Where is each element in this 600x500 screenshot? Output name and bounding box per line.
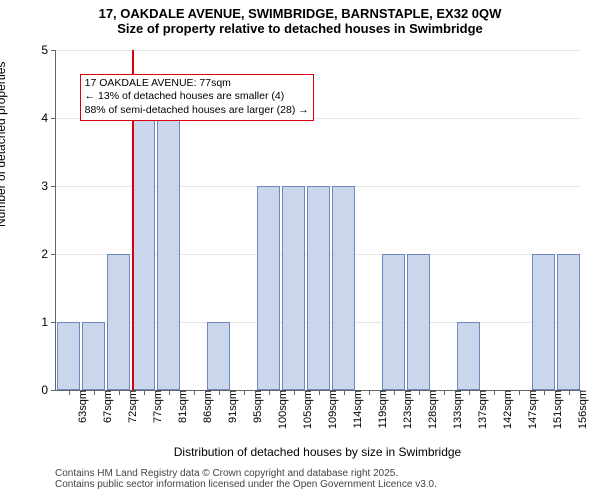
chart-title-main: 17, OAKDALE AVENUE, SWIMBRIDGE, BARNSTAP… [0,0,600,21]
histogram-bar [457,322,481,390]
y-tick-label: 2 [41,247,56,261]
histogram-bar [407,254,431,390]
x-tick-label: 128sqm [419,390,439,429]
histogram-bar [332,186,356,390]
grid-line [56,50,581,51]
x-tick-label: 156sqm [569,390,589,429]
y-tick-label: 0 [41,383,56,397]
property-size-chart: 17, OAKDALE AVENUE, SWIMBRIDGE, BARNSTAP… [0,0,600,500]
y-axis-label: Number of detached properties [0,62,8,227]
x-tick-label: 133sqm [444,390,464,429]
x-tick-label: 72sqm [119,390,139,423]
x-tick-label: 86sqm [194,390,214,423]
histogram-bar [207,322,231,390]
histogram-bar [307,186,331,390]
y-tick-label: 1 [41,315,56,329]
x-tick-label: 95sqm [244,390,264,423]
chart-footer: Contains HM Land Registry data © Crown c… [55,468,437,490]
x-tick-label: 137sqm [469,390,489,429]
footer-line-2: Contains public sector information licen… [55,479,437,490]
histogram-bar [107,254,131,390]
x-tick-label: 109sqm [319,390,339,429]
histogram-bar [257,186,281,390]
histogram-bar [282,186,306,390]
y-tick-label: 4 [41,111,56,125]
chart-title-sub: Size of property relative to detached ho… [0,21,600,36]
footer-line-1: Contains HM Land Registry data © Crown c… [55,468,437,479]
x-tick-label: 114sqm [344,390,364,428]
annotation-line-2: ← 13% of detached houses are smaller (4) [85,90,309,104]
histogram-bar [132,118,156,390]
histogram-bar [57,322,81,390]
x-tick-label: 63sqm [69,390,89,423]
annotation-line-3: 88% of semi-detached houses are larger (… [85,104,309,118]
annotation-line-1: 17 OAKDALE AVENUE: 77sqm [85,77,309,91]
x-tick-label: 77sqm [144,390,164,423]
x-tick-label: 105sqm [294,390,314,429]
x-tick-label: 81sqm [169,390,189,423]
x-tick-label: 147sqm [519,390,539,429]
plot-area: 01234563sqm67sqm72sqm77sqm81sqm86sqm91sq… [55,50,581,391]
histogram-bar [157,118,181,390]
x-axis-label: Distribution of detached houses by size … [55,445,580,459]
histogram-bar [557,254,581,390]
x-tick-label: 151sqm [544,390,564,429]
y-tick-label: 3 [41,179,56,193]
x-tick-label: 100sqm [269,390,289,429]
annotation-box: 17 OAKDALE AVENUE: 77sqm← 13% of detache… [80,74,314,121]
x-tick-label: 91sqm [219,390,239,423]
x-tick-label: 67sqm [94,390,114,423]
y-tick-label: 5 [41,43,56,57]
x-tick-label: 142sqm [494,390,514,429]
x-tick-label: 119sqm [369,390,389,428]
histogram-bar [382,254,406,390]
histogram-bar [532,254,556,390]
histogram-bar [82,322,106,390]
x-tick-label: 123sqm [394,390,414,429]
